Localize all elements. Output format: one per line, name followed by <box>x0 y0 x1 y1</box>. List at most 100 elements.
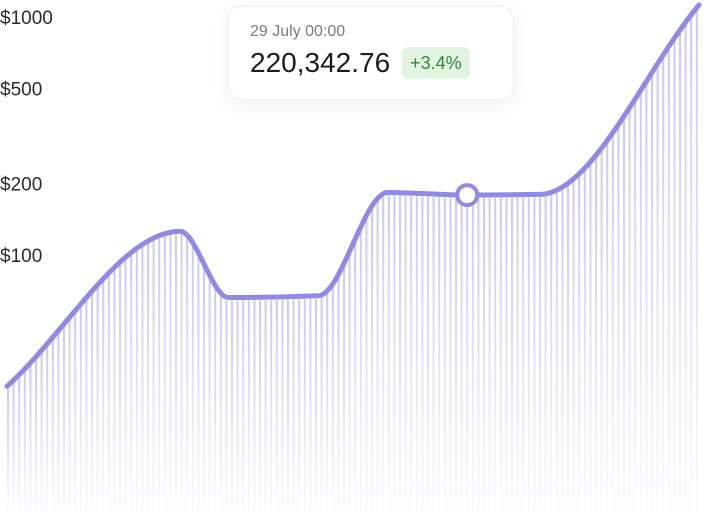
area-bar <box>298 299 301 511</box>
area-bar <box>578 176 581 511</box>
area-bar <box>544 196 547 511</box>
area-bar <box>281 299 284 511</box>
area-bar <box>516 197 519 512</box>
area-bar <box>611 135 614 511</box>
tooltip: 29 July 00:00 220,342.76 +3.4% <box>228 6 514 100</box>
area-bar <box>600 151 603 511</box>
area-bar <box>57 333 60 511</box>
area-bar <box>589 164 592 511</box>
area-bar <box>247 300 250 511</box>
area-bar <box>460 198 463 511</box>
area-bar <box>438 197 441 511</box>
area-bar <box>555 193 558 511</box>
area-bar <box>639 93 642 512</box>
area-bar <box>651 75 653 512</box>
area-bar <box>113 270 116 511</box>
area-bar <box>309 299 312 511</box>
area-bar <box>494 197 497 511</box>
area-bar <box>623 119 625 512</box>
area-bar <box>102 281 105 511</box>
area-bar <box>690 17 693 512</box>
area-bar <box>186 238 189 512</box>
area-bar <box>673 41 676 512</box>
area-bar <box>63 326 65 511</box>
area-bar <box>443 197 446 511</box>
tooltip-row: 220,342.76 +3.4% <box>250 47 493 79</box>
area-bar <box>264 300 267 511</box>
area-bar <box>634 101 637 512</box>
area-bar <box>572 181 575 511</box>
area-bar <box>79 306 82 511</box>
area-bar <box>382 196 385 511</box>
area-bar <box>147 243 149 511</box>
area-bar <box>662 57 665 511</box>
area-bar <box>483 198 485 511</box>
area-bar <box>354 241 357 511</box>
area-bar <box>348 254 351 512</box>
area-bar <box>595 158 597 511</box>
area-bar <box>371 208 373 511</box>
area-bar <box>35 359 37 511</box>
area-bar <box>51 340 54 511</box>
area-bar <box>219 296 222 511</box>
area-bar <box>645 84 648 512</box>
area-bar <box>550 195 553 511</box>
area-bar <box>91 294 93 511</box>
area-bar <box>158 238 161 511</box>
area-bar <box>343 266 345 511</box>
area-bar <box>387 195 390 511</box>
area-bar <box>130 255 133 511</box>
area-bar <box>527 197 530 511</box>
y-tick-label: $500 <box>0 80 42 101</box>
area-bar <box>320 298 323 511</box>
area-bar <box>427 196 429 511</box>
hover-point[interactable] <box>455 183 480 208</box>
y-tick-label: $200 <box>0 174 42 195</box>
area-bar <box>315 298 317 511</box>
area-bar <box>533 197 536 511</box>
area-bar <box>292 299 295 511</box>
area-bar <box>432 197 435 511</box>
area-bar <box>684 25 687 511</box>
area-bar <box>214 288 217 511</box>
area-bar <box>667 49 670 511</box>
series-line <box>4 2 702 389</box>
area-bar <box>208 278 211 511</box>
area-bar <box>415 196 418 511</box>
area-bar <box>365 218 368 511</box>
area-bar <box>331 286 334 511</box>
tooltip-change-badge: +3.4% <box>402 47 470 79</box>
y-tick-label: $100 <box>0 246 42 267</box>
area-bar <box>259 300 261 511</box>
area-bar <box>46 346 49 511</box>
area-bar <box>96 287 99 511</box>
area-bar <box>561 190 564 511</box>
area-bar <box>522 197 525 511</box>
area-bar <box>477 198 480 512</box>
area-bar <box>303 299 306 511</box>
area-bar <box>499 197 502 511</box>
tooltip-value: 220,342.76 <box>250 47 391 78</box>
area-bar <box>119 265 121 511</box>
area-bar <box>191 245 194 511</box>
area-bar <box>583 171 586 511</box>
area-bar <box>449 197 452 511</box>
area-bar <box>231 300 233 511</box>
area-bar <box>12 383 15 511</box>
area-bar <box>404 195 407 511</box>
area-bar <box>628 110 631 511</box>
area-bar <box>471 198 474 511</box>
y-axis-ticks: $1000 $500 $200 $100 <box>0 8 53 267</box>
area-bar <box>225 300 228 511</box>
y-tick-label: $1000 <box>0 8 53 29</box>
area-bar <box>376 201 379 512</box>
area-bar <box>18 377 21 511</box>
area-bar <box>124 260 127 511</box>
area-bar <box>74 313 77 511</box>
area-bar <box>617 127 620 511</box>
area-bar <box>203 266 205 511</box>
area-bar <box>180 234 183 511</box>
area-bar <box>359 229 362 512</box>
